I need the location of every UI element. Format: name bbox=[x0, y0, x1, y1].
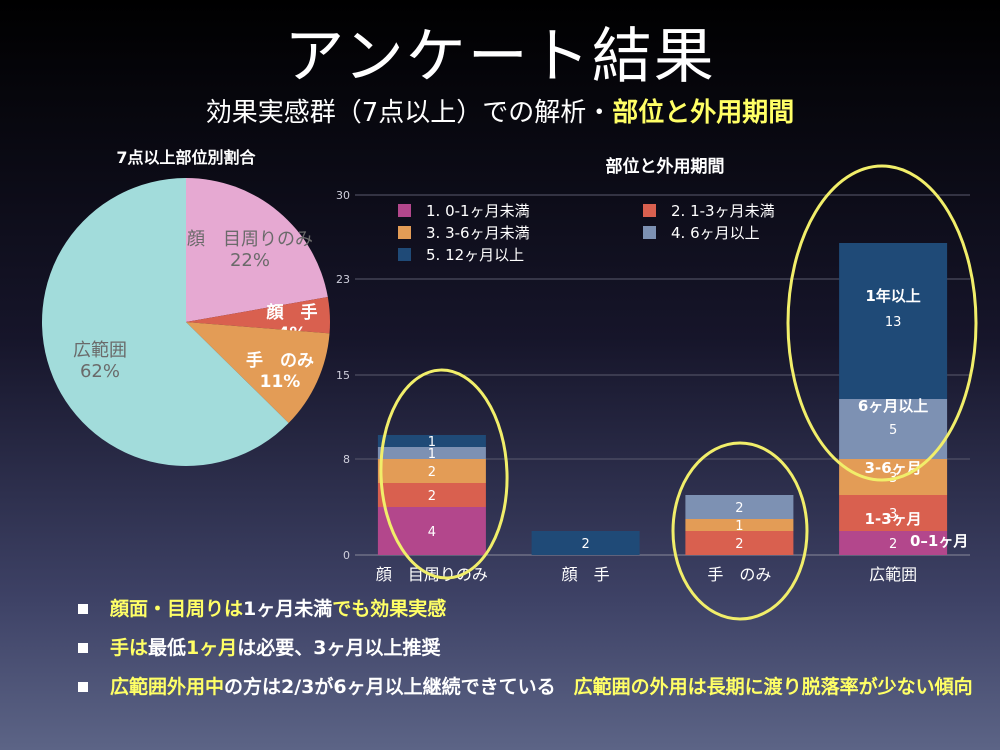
bar-segment bbox=[685, 531, 794, 555]
slide-title: アンケート結果 bbox=[284, 22, 716, 92]
bar-value-label: 1 bbox=[428, 435, 436, 450]
legend-swatch bbox=[398, 226, 411, 239]
summary-bullets: 顔面・目周りは1ヶ月未満でも効果実感 手は最低1ヶ月は必要、3ヶ月以上推奨 広範囲外… bbox=[78, 596, 978, 713]
bar-value-label: 3 bbox=[889, 507, 897, 522]
bar-segment bbox=[531, 531, 640, 555]
pie-slice bbox=[186, 296, 331, 334]
bar-segment bbox=[377, 447, 486, 459]
y-tick-label: 23 bbox=[336, 273, 350, 286]
pie-slice-label: 広範囲 bbox=[73, 340, 127, 361]
bar-segment bbox=[839, 399, 948, 459]
subtitle-highlight: 部位と外用期間 bbox=[612, 98, 795, 128]
bar-segment bbox=[685, 495, 794, 519]
bullet-text: 顔面・目周りは bbox=[110, 598, 244, 620]
y-tick-label: 15 bbox=[336, 369, 350, 382]
highlight-ellipse bbox=[786, 164, 978, 482]
bullet-text: 1ヶ月 bbox=[186, 637, 238, 659]
bullet-text: 広範囲外用中 bbox=[110, 676, 225, 698]
legend-label: 4. 6ヶ月以上 bbox=[671, 224, 760, 242]
legend-swatch bbox=[643, 204, 656, 217]
pie-title: 7点以上部位別割合 bbox=[116, 148, 256, 167]
pie-slice-percent: 22% bbox=[230, 250, 270, 271]
legend-label: 1. 0-1ヶ月未満 bbox=[426, 202, 530, 220]
y-tick-label: 0 bbox=[343, 549, 350, 562]
bar-segment bbox=[685, 519, 794, 531]
pie-slice-label: 手 のみ bbox=[246, 350, 314, 371]
summary-bullet: 広範囲外用中の方は2/3が6ヶ月以上継続できている 広範囲の外用は長期に渡り脱落率… bbox=[78, 674, 978, 701]
pie-slice-label: 顔 手 bbox=[266, 302, 318, 323]
bar-segment bbox=[377, 507, 486, 555]
legend-swatch bbox=[398, 248, 411, 261]
slide-subtitle: 効果実感群（7点以上）での解析・部位と外用期間 bbox=[0, 92, 1000, 129]
bullet-text: でも効果実感 bbox=[332, 598, 447, 620]
pie-slice bbox=[41, 178, 289, 466]
pie-slice bbox=[186, 178, 328, 322]
bar-segment bbox=[839, 459, 948, 495]
x-category-label: 広範囲 bbox=[869, 565, 917, 584]
bar-value-label: 1 bbox=[735, 519, 743, 534]
bar-value-label: 2 bbox=[428, 465, 436, 480]
y-tick-label: 8 bbox=[343, 453, 350, 466]
bullet-text: 3ヶ月以上推奨 bbox=[313, 637, 441, 659]
bar-value-label: 2 bbox=[735, 501, 743, 516]
bullet-text: は必要、 bbox=[237, 637, 314, 659]
x-category-label: 手 のみ bbox=[707, 565, 771, 584]
bar-value-label: 2 bbox=[889, 537, 897, 552]
pie-slice-percent: 62% bbox=[80, 361, 120, 382]
bullet-text: の方は2/3が6ヶ月以上継続できている bbox=[224, 676, 556, 698]
bar-segment bbox=[839, 243, 948, 399]
bar-annotation: 6ヶ月以上 bbox=[858, 397, 928, 415]
summary-bullet: 手は最低1ヶ月は必要、3ヶ月以上推奨 bbox=[78, 635, 978, 662]
bar-annotation: 0–1ヶ月 bbox=[910, 532, 968, 550]
highlight-ellipse bbox=[671, 441, 809, 621]
bar-value-label: 2 bbox=[735, 537, 743, 552]
bullet-text: 手は bbox=[110, 637, 149, 659]
bar-annotation: 3-6ヶ月 bbox=[865, 459, 922, 477]
bar-value-label: 5 bbox=[889, 423, 897, 438]
bar-annotation: 1年以上 bbox=[865, 287, 920, 305]
bar-value-label: 1 bbox=[428, 447, 436, 462]
pie-slice-label: 顔 目周りのみ bbox=[187, 229, 313, 250]
bar-value-label: 2 bbox=[428, 489, 436, 504]
bar-chart-title: 部位と外用期間 bbox=[606, 156, 725, 177]
bullet-text: 広範囲の外用は長期に渡り脱落率が少ない傾向 bbox=[573, 676, 973, 698]
legend-swatch bbox=[643, 226, 656, 239]
bar-segment bbox=[377, 483, 486, 507]
bullet-text: 1ヶ月未満 bbox=[243, 598, 333, 620]
x-category-label: 顔 手 bbox=[562, 565, 610, 584]
bar-annotation: 1-3ヶ月 bbox=[865, 510, 922, 528]
bar-segment bbox=[839, 531, 948, 555]
pie-slice-percent: 11% bbox=[260, 372, 301, 392]
legend-label: 5. 12ヶ月以上 bbox=[426, 246, 524, 264]
bar-value-label: 13 bbox=[885, 315, 902, 330]
pie-slice bbox=[186, 322, 330, 424]
legend-label: 3. 3-6ヶ月未満 bbox=[426, 224, 530, 242]
bar-value-label: 4 bbox=[428, 525, 436, 540]
y-tick-label: 30 bbox=[336, 189, 350, 202]
summary-bullet: 顔面・目周りは1ヶ月未満でも効果実感 bbox=[78, 596, 978, 623]
highlight-ellipse bbox=[379, 368, 509, 580]
bullet-text: 最低 bbox=[148, 637, 187, 659]
bar-segment bbox=[839, 495, 948, 531]
legend-swatch bbox=[398, 204, 411, 217]
bar-segment bbox=[377, 435, 486, 447]
bar-segment bbox=[377, 459, 486, 483]
subtitle-main: 効果実感群（7点以上）での解析・ bbox=[205, 98, 613, 128]
legend-label: 2. 1-3ヶ月未満 bbox=[671, 202, 775, 220]
bar-value-label: 2 bbox=[581, 537, 589, 552]
